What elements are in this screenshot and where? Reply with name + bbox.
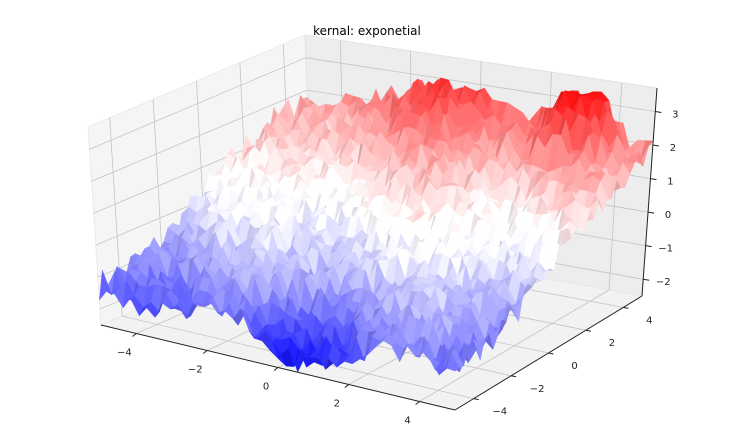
tick-label: 0 — [571, 361, 577, 372]
tick-label: 4 — [404, 416, 410, 427]
tick-label: −4 — [117, 348, 132, 359]
tick-label: −1 — [658, 244, 673, 255]
tick-label: 1 — [667, 177, 673, 188]
tick-label: 4 — [646, 315, 652, 326]
tick-label: 0 — [263, 382, 269, 393]
tick-label: 0 — [665, 210, 671, 221]
chart-title: kernal: exponetial — [313, 24, 421, 38]
tick-label: −4 — [492, 407, 507, 418]
tick-label: 2 — [609, 338, 615, 349]
tick-label: 2 — [670, 143, 676, 154]
surface-mesh — [99, 77, 654, 376]
tick-label: −2 — [656, 277, 671, 288]
tick-label: 3 — [672, 109, 678, 120]
tick-label: −2 — [188, 365, 203, 376]
tick-label: −2 — [530, 384, 545, 395]
tick-label: 2 — [334, 399, 340, 410]
axis-ticks: −4 −2 0 2 4 −4 −2 0 2 4 3 2 1 0 −1 −2 — [117, 109, 678, 426]
